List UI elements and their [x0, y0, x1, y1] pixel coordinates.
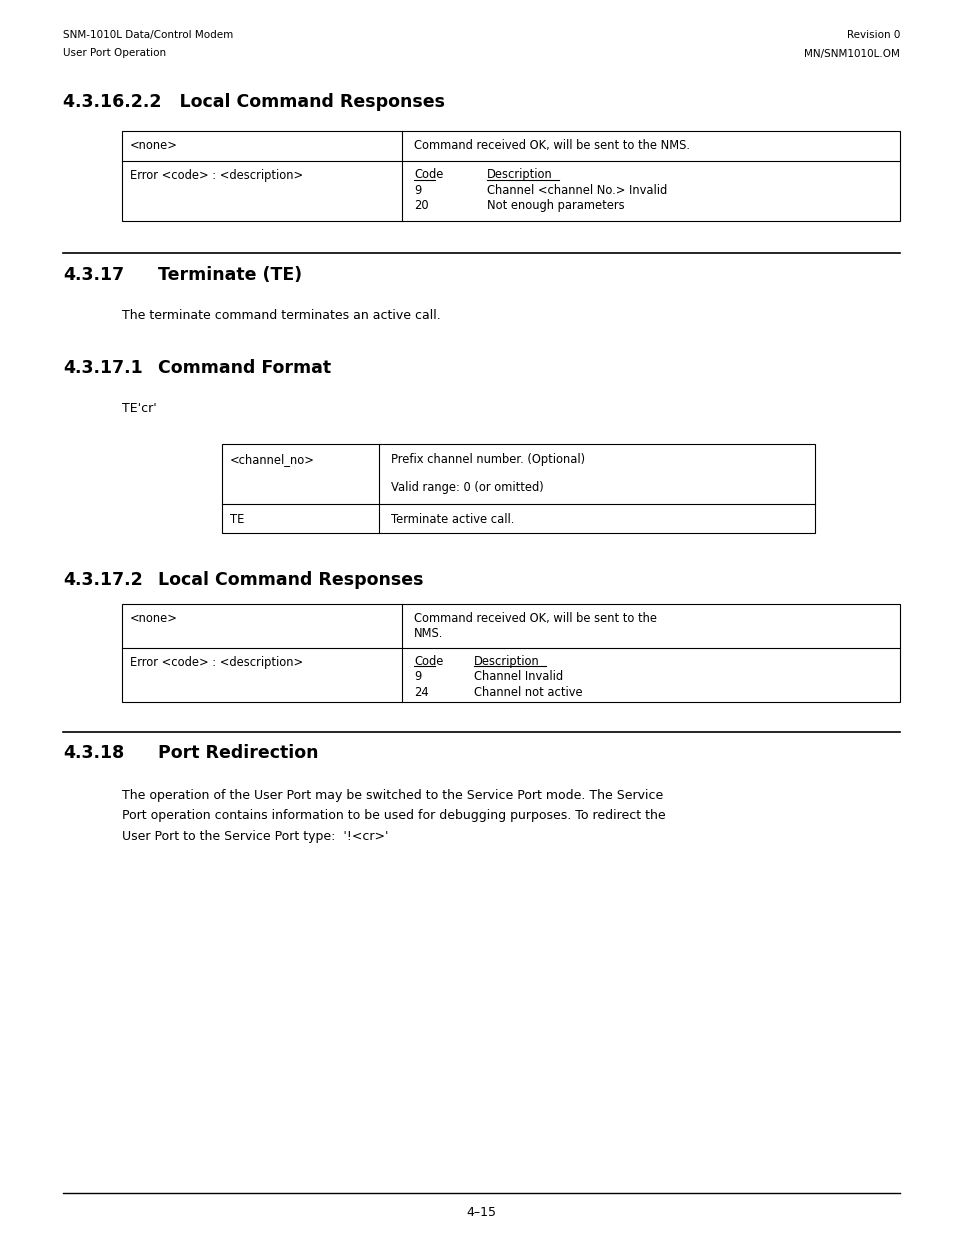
Text: 4.3.17.1: 4.3.17.1: [63, 359, 143, 377]
Text: 4–15: 4–15: [466, 1207, 496, 1219]
Text: MN/SNM1010L.OM: MN/SNM1010L.OM: [803, 48, 899, 58]
Text: Channel not active: Channel not active: [474, 685, 582, 699]
Text: Not enough parameters: Not enough parameters: [487, 199, 624, 212]
Text: <none>: <none>: [130, 611, 177, 625]
Text: Code: Code: [414, 655, 443, 667]
Text: 24: 24: [414, 685, 428, 699]
Text: Description: Description: [474, 655, 539, 667]
Text: Port operation contains information to be used for debugging purposes. To redire: Port operation contains information to b…: [122, 809, 665, 823]
Text: Command Format: Command Format: [158, 359, 331, 377]
Text: Command received OK, will be sent to the: Command received OK, will be sent to the: [414, 611, 657, 625]
Text: 4.3.17.2: 4.3.17.2: [63, 571, 143, 589]
Text: TE: TE: [230, 513, 244, 526]
Text: The operation of the User Port may be switched to the Service Port mode. The Ser: The operation of the User Port may be sw…: [122, 788, 662, 802]
Bar: [122, 131, 899, 221]
Text: Description: Description: [487, 168, 552, 182]
Text: NMS.: NMS.: [414, 627, 443, 640]
Text: Error <code> : <description>: Error <code> : <description>: [130, 656, 303, 668]
Text: Valid range: 0 (or omitted): Valid range: 0 (or omitted): [391, 480, 543, 494]
Text: Port Redirection: Port Redirection: [158, 745, 318, 762]
Text: Channel Invalid: Channel Invalid: [474, 671, 562, 683]
Text: The terminate command terminates an active call.: The terminate command terminates an acti…: [122, 309, 440, 322]
Bar: [122, 604, 899, 701]
Text: User Port Operation: User Port Operation: [63, 48, 166, 58]
Text: Prefix channel number. (Optional): Prefix channel number. (Optional): [391, 453, 584, 466]
Text: User Port to the Service Port type:  '!<cr>': User Port to the Service Port type: '!<c…: [122, 830, 388, 842]
Text: 9: 9: [414, 671, 421, 683]
Text: 4.3.18: 4.3.18: [63, 745, 124, 762]
Text: 4.3.16.2.2   Local Command Responses: 4.3.16.2.2 Local Command Responses: [63, 93, 444, 111]
Text: TE'cr': TE'cr': [122, 403, 156, 415]
Text: Code: Code: [414, 168, 443, 182]
Text: Terminate (TE): Terminate (TE): [158, 266, 302, 284]
Text: Terminate active call.: Terminate active call.: [391, 513, 514, 526]
Text: <channel_no>: <channel_no>: [230, 453, 314, 466]
Text: SNM-1010L Data/Control Modem: SNM-1010L Data/Control Modem: [63, 30, 233, 40]
Text: 20: 20: [414, 199, 428, 212]
Text: 9: 9: [414, 184, 421, 196]
Text: Error <code> : <description>: Error <code> : <description>: [130, 169, 303, 182]
Text: <none>: <none>: [130, 140, 177, 152]
Bar: [222, 445, 814, 532]
Text: Channel <channel No.> Invalid: Channel <channel No.> Invalid: [487, 184, 667, 196]
Text: Command received OK, will be sent to the NMS.: Command received OK, will be sent to the…: [414, 140, 689, 152]
Text: Revision 0: Revision 0: [845, 30, 899, 40]
Text: Local Command Responses: Local Command Responses: [158, 571, 423, 589]
Text: 4.3.17: 4.3.17: [63, 266, 124, 284]
